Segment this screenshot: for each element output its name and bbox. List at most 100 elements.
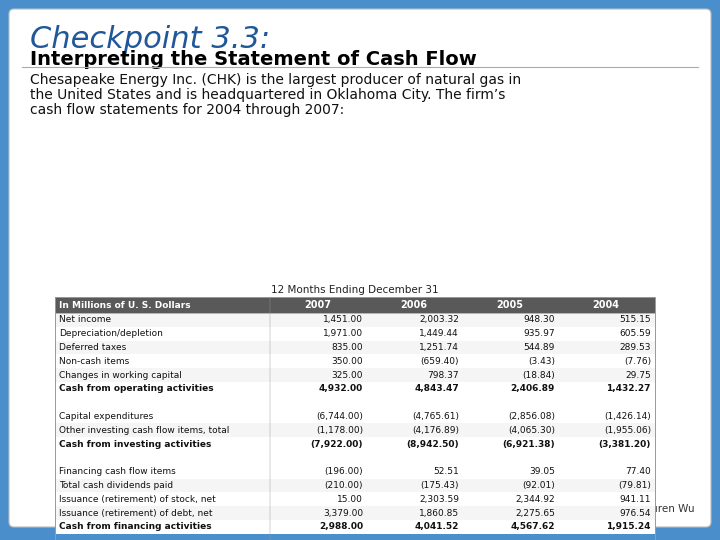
Text: (79.81): (79.81): [618, 481, 651, 490]
Text: 544.89: 544.89: [523, 343, 555, 352]
Text: 2,406.89: 2,406.89: [510, 384, 555, 394]
Text: Cash from investing activities: Cash from investing activities: [59, 440, 212, 449]
Text: 2007: 2007: [305, 300, 331, 310]
Text: (4,065.30): (4,065.30): [508, 426, 555, 435]
Text: 1,432.27: 1,432.27: [606, 384, 651, 394]
Bar: [55, 354, 655, 368]
Text: 2,344.92: 2,344.92: [516, 495, 555, 504]
Text: (659.40): (659.40): [420, 357, 459, 366]
FancyBboxPatch shape: [9, 9, 711, 527]
Text: Total cash dividends paid: Total cash dividends paid: [59, 481, 173, 490]
Text: Issuance (retirement) of stock, net: Issuance (retirement) of stock, net: [59, 495, 216, 504]
Text: 1,251.74: 1,251.74: [419, 343, 459, 352]
Text: Cash from financing activities: Cash from financing activities: [59, 522, 212, 531]
Bar: [55, 341, 655, 354]
Text: (8,942.50): (8,942.50): [406, 440, 459, 449]
Text: 2,303.59: 2,303.59: [419, 495, 459, 504]
Text: (2,856.08): (2,856.08): [508, 412, 555, 421]
Text: 39.05: 39.05: [529, 467, 555, 476]
Bar: [55, 423, 655, 437]
Text: 4,567.62: 4,567.62: [510, 522, 555, 531]
Text: Chesapeake Energy Inc. (CHK) is the largest producer of natural gas in: Chesapeake Energy Inc. (CHK) is the larg…: [30, 73, 521, 87]
Text: Changes in working capital: Changes in working capital: [59, 370, 182, 380]
Bar: [55, 437, 655, 451]
Text: 1,915.24: 1,915.24: [606, 522, 651, 531]
Text: (3,381.20): (3,381.20): [598, 440, 651, 449]
Text: 4,843.47: 4,843.47: [414, 384, 459, 394]
Text: (196.00): (196.00): [325, 467, 363, 476]
Text: 1,449.44: 1,449.44: [419, 329, 459, 338]
Text: Interpreting the Statement of Cash Flow: Interpreting the Statement of Cash Flow: [30, 50, 477, 69]
Text: Depreciation/depletion: Depreciation/depletion: [59, 329, 163, 338]
Bar: [55, 492, 655, 506]
Text: (175.43): (175.43): [420, 481, 459, 490]
Text: Capital expenditures: Capital expenditures: [59, 412, 153, 421]
Text: 835.00: 835.00: [331, 343, 363, 352]
Text: 941.11: 941.11: [619, 495, 651, 504]
Text: Financing cash flow items: Financing cash flow items: [59, 467, 176, 476]
Text: 1,860.85: 1,860.85: [419, 509, 459, 518]
Text: 29.75: 29.75: [625, 370, 651, 380]
Text: 325.00: 325.00: [331, 370, 363, 380]
Text: Issuance (retirement) of debt, net: Issuance (retirement) of debt, net: [59, 509, 212, 518]
Text: (6,921.38): (6,921.38): [503, 440, 555, 449]
Text: 289.53: 289.53: [619, 343, 651, 352]
Text: (210.00): (210.00): [325, 481, 363, 490]
Text: 948.30: 948.30: [523, 315, 555, 325]
Text: 3,379.00: 3,379.00: [323, 509, 363, 518]
Text: 515.15: 515.15: [619, 315, 651, 325]
Text: 2004: 2004: [593, 300, 619, 310]
Text: the United States and is headquartered in Oklahoma City. The firm’s: the United States and is headquartered i…: [30, 88, 505, 102]
Text: 1,451.00: 1,451.00: [323, 315, 363, 325]
Bar: [55, 297, 655, 313]
Text: 2005: 2005: [497, 300, 523, 310]
Bar: [55, 520, 655, 534]
Text: Cash from operating activities: Cash from operating activities: [59, 384, 214, 394]
Text: cash flow statements for 2004 through 2007:: cash flow statements for 2004 through 20…: [30, 103, 344, 117]
Text: 798.37: 798.37: [428, 370, 459, 380]
Text: FIN3000, Liuren Wu: FIN3000, Liuren Wu: [593, 504, 695, 514]
Text: 12 Months Ending December 31: 12 Months Ending December 31: [271, 285, 438, 295]
Text: Other investing cash flow items, total: Other investing cash flow items, total: [59, 426, 230, 435]
Text: 77.40: 77.40: [625, 467, 651, 476]
Text: Checkpoint 3.3:: Checkpoint 3.3:: [30, 25, 270, 54]
Text: (1,178.00): (1,178.00): [316, 426, 363, 435]
Text: 2006: 2006: [400, 300, 428, 310]
Text: (1,955.06): (1,955.06): [604, 426, 651, 435]
Text: (92.01): (92.01): [522, 481, 555, 490]
Text: (4,176.89): (4,176.89): [412, 426, 459, 435]
Text: 2,275.65: 2,275.65: [515, 509, 555, 518]
Text: 1,971.00: 1,971.00: [323, 329, 363, 338]
Text: (7,922.00): (7,922.00): [310, 440, 363, 449]
Text: 52.51: 52.51: [433, 467, 459, 476]
Text: 935.97: 935.97: [523, 329, 555, 338]
Text: In Millions of U. S. Dollars: In Millions of U. S. Dollars: [59, 300, 191, 309]
Text: 2,988.00: 2,988.00: [319, 522, 363, 531]
Text: (4,765.61): (4,765.61): [412, 412, 459, 421]
Text: 976.54: 976.54: [619, 509, 651, 518]
Bar: [55, 313, 655, 327]
Bar: [55, 297, 655, 540]
Bar: [55, 506, 655, 520]
Text: 2,003.32: 2,003.32: [419, 315, 459, 325]
Text: 350.00: 350.00: [331, 357, 363, 366]
Text: (6,744.00): (6,744.00): [316, 412, 363, 421]
Text: (7.76): (7.76): [624, 357, 651, 366]
Text: 57: 57: [352, 501, 368, 514]
Bar: [55, 410, 655, 423]
Bar: [55, 327, 655, 341]
Text: 4,041.52: 4,041.52: [415, 522, 459, 531]
Text: 4,932.00: 4,932.00: [319, 384, 363, 394]
Bar: [55, 368, 655, 382]
Text: 605.59: 605.59: [619, 329, 651, 338]
Text: (18.84): (18.84): [522, 370, 555, 380]
Text: Net income: Net income: [59, 315, 111, 325]
Bar: [55, 478, 655, 492]
Text: (3.43): (3.43): [528, 357, 555, 366]
Text: 15.00: 15.00: [337, 495, 363, 504]
Text: (1,426.14): (1,426.14): [604, 412, 651, 421]
Bar: [55, 465, 655, 478]
Text: Non-cash items: Non-cash items: [59, 357, 130, 366]
Bar: [55, 382, 655, 396]
Text: Deferred taxes: Deferred taxes: [59, 343, 126, 352]
